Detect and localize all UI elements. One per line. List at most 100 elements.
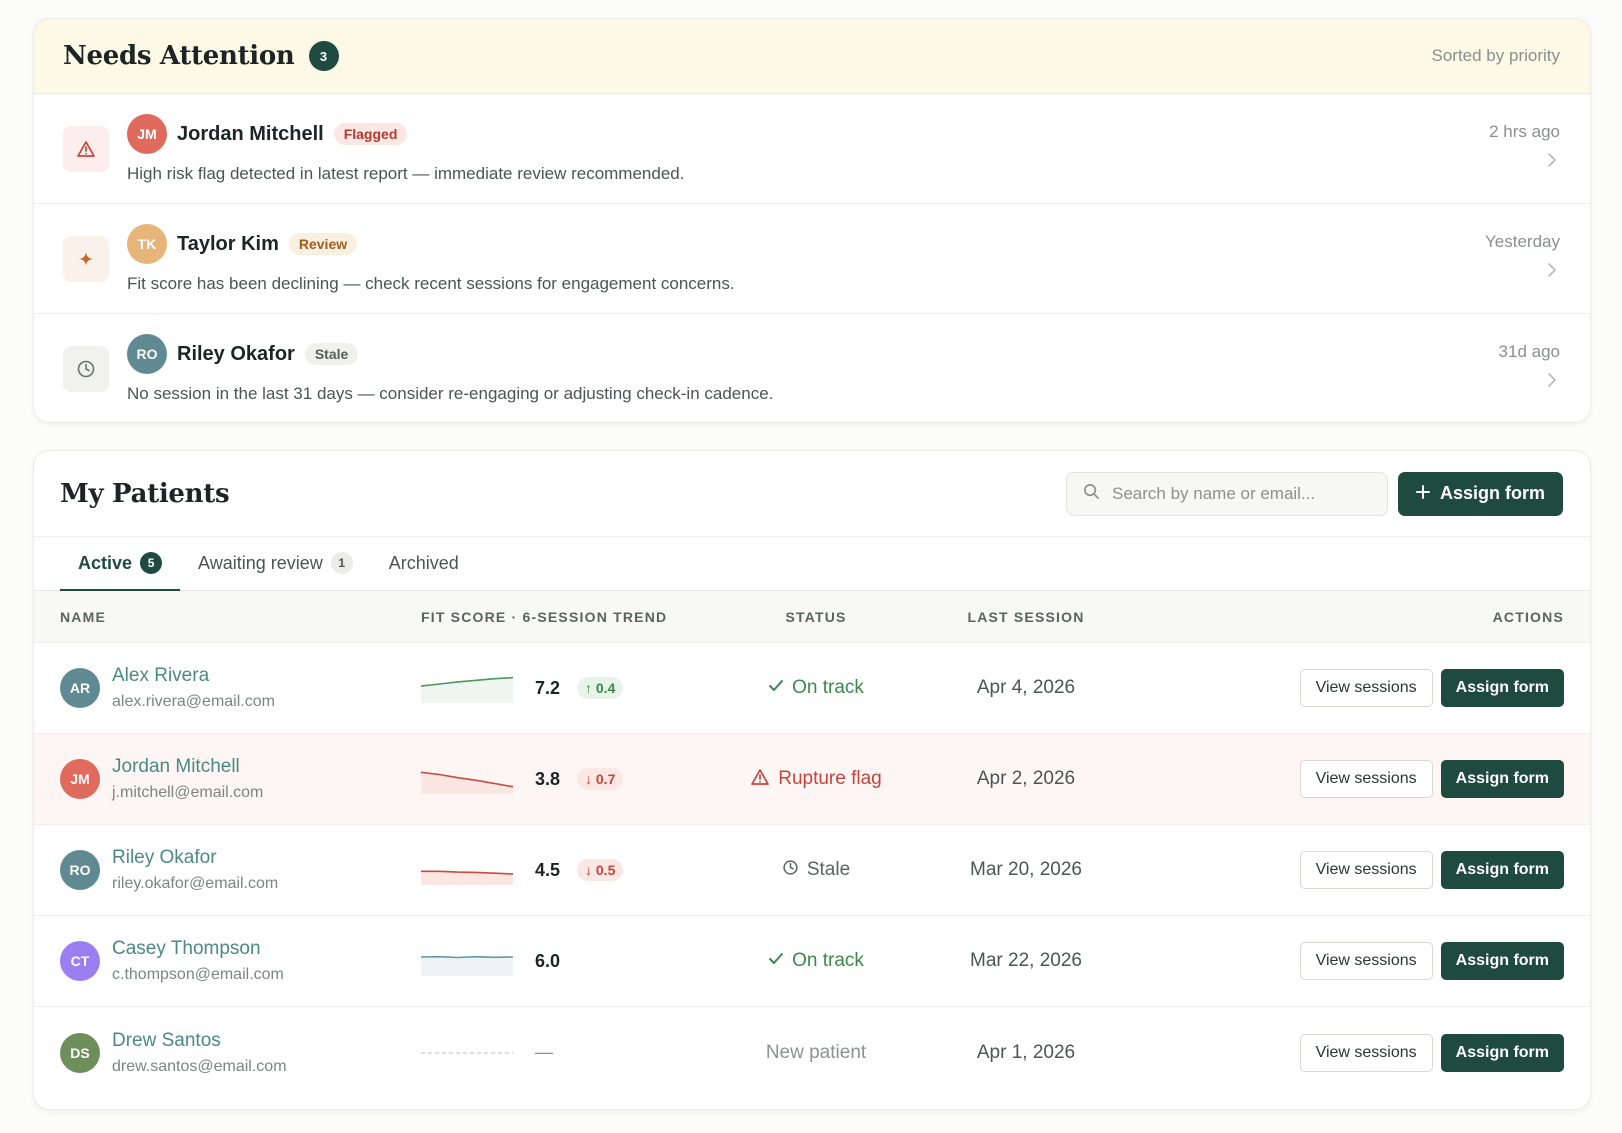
plus-icon xyxy=(1415,483,1430,504)
fit-score: 7.2 xyxy=(535,677,561,698)
column-header-fit-score: FIT SCORE · 6-SESSION TREND xyxy=(421,608,668,625)
attention-item[interactable]: JM Jordan Mitchell Flagged High risk fla… xyxy=(34,94,1590,204)
view-sessions-button[interactable]: View sessions xyxy=(1299,1033,1433,1072)
view-sessions-button[interactable]: View sessions xyxy=(1299,942,1433,980)
patient-name-link[interactable]: Alex Rivera xyxy=(112,665,210,686)
patient-email: c.thompson@email.com xyxy=(112,966,284,983)
avatar: RO xyxy=(60,850,100,890)
status-cell: On track xyxy=(731,950,901,972)
patient-name-link[interactable]: Drew Santos xyxy=(112,1029,221,1051)
attention-description: High risk flag detected in latest report… xyxy=(127,164,685,183)
assign-form-button[interactable]: Assign form xyxy=(1440,942,1564,980)
status-text: Rupture flag xyxy=(778,768,882,789)
needs-attention-header: Needs Attention 3 Sorted by priority xyxy=(34,19,1590,94)
assign-form-button[interactable]: Assign form xyxy=(1440,669,1564,707)
avatar: RO xyxy=(127,334,167,374)
patient-email: riley.okafor@email.com xyxy=(112,875,279,892)
tab-count-badge: 5 xyxy=(140,552,163,574)
attention-list: JM Jordan Mitchell Flagged High risk fla… xyxy=(34,94,1590,422)
trend-sparkline xyxy=(421,955,513,976)
avatar: DS xyxy=(60,1032,100,1073)
arrow-up-icon: ↑ xyxy=(585,680,592,696)
trend-delta-badge: ↑ 0.4 xyxy=(577,677,624,699)
sort-label: Sorted by priority xyxy=(1431,46,1561,65)
search-input[interactable] xyxy=(1111,483,1362,504)
column-header-name: NAME xyxy=(60,608,107,625)
needs-attention-title: Needs Attention xyxy=(63,41,295,71)
table-header: NAME FIT SCORE · 6-SESSION TREND STATUS … xyxy=(34,591,1590,643)
avatar: JM xyxy=(127,114,167,154)
assign-form-label: Assign form xyxy=(1439,483,1545,503)
last-session-date: Mar 22, 2026 xyxy=(970,950,1082,971)
trend-sparkline xyxy=(421,870,513,885)
last-session-date: Apr 4, 2026 xyxy=(976,677,1076,698)
view-sessions-button[interactable]: View sessions xyxy=(1299,669,1433,707)
table-row: RO Riley Okafor riley.okafor@email.com 4… xyxy=(34,825,1590,916)
attention-description: Fit score has been declining — check rec… xyxy=(127,274,735,293)
assign-form-button[interactable]: Assign form xyxy=(1440,760,1564,798)
avatar: CT xyxy=(60,941,100,981)
tab-awaiting-review[interactable]: Awaiting review 1 xyxy=(180,536,371,590)
assign-form-button[interactable]: Assign form xyxy=(1440,851,1564,889)
needs-attention-panel: Needs Attention 3 Sorted by priority JM … xyxy=(33,18,1591,423)
avatar: JM xyxy=(60,759,100,799)
fit-score: 3.8 xyxy=(535,768,561,789)
tab-active[interactable]: Active 5 xyxy=(60,536,181,591)
last-session-date: Apr 2, 2026 xyxy=(976,768,1076,789)
clock-icon xyxy=(63,346,109,392)
attention-item[interactable]: RO Riley Okafor Stale No session in the … xyxy=(34,314,1590,422)
attention-description: No session in the last 31 days — conside… xyxy=(127,384,774,403)
trend-sparkline xyxy=(421,676,513,703)
attention-patient-name: Taylor Kim xyxy=(177,232,279,255)
patient-name-link[interactable]: Riley Okafor xyxy=(112,847,217,868)
column-header-status: STATUS xyxy=(785,608,847,625)
column-header-actions: ACTIONS xyxy=(1492,608,1564,625)
patient-name-link[interactable]: Jordan Mitchell xyxy=(112,756,240,777)
table-row: DS Drew Santos drew.santos@email.com — N… xyxy=(34,1007,1590,1098)
chevron-right-icon[interactable] xyxy=(1547,152,1557,173)
patient-email: j.mitchell@email.com xyxy=(112,784,264,801)
last-session-date: Apr 1, 2026 xyxy=(976,1041,1076,1063)
my-patients-panel: My Patients Assign form Active 5 Awaiting … xyxy=(33,450,1591,1110)
status-badge: Review xyxy=(288,233,358,255)
tab-archived[interactable]: Archived xyxy=(371,536,477,590)
table-row: JM Jordan Mitchell j.mitchell@email.com … xyxy=(34,734,1590,825)
trend-sparkline xyxy=(421,771,513,794)
tab-label: Archived xyxy=(388,552,459,573)
fit-score: — xyxy=(535,1042,553,1062)
status-text: On track xyxy=(792,677,864,698)
avatar: AR xyxy=(60,668,100,708)
table-row: CT Casey Thompson c.thompson@email.com 6… xyxy=(34,916,1590,1007)
sparkle-icon xyxy=(63,236,109,282)
arrow-down-icon: ↓ xyxy=(585,771,592,787)
table-row: AR Alex Rivera alex.rivera@email.com 7.2… xyxy=(34,643,1590,734)
search-icon xyxy=(1083,483,1100,505)
patient-tabs: Active 5 Awaiting review 1 Archived xyxy=(34,537,1590,591)
attention-time: 2 hrs ago xyxy=(1489,122,1560,141)
attention-item[interactable]: TK Taylor Kim Review Fit score has been … xyxy=(34,204,1590,314)
view-sessions-button[interactable]: View sessions xyxy=(1299,851,1433,889)
patient-name-link[interactable]: Casey Thompson xyxy=(112,938,261,959)
attention-time: Yesterday xyxy=(1485,232,1560,251)
chevron-right-icon[interactable] xyxy=(1547,262,1557,283)
status-cell: On track xyxy=(731,677,901,699)
status-cell: Stale xyxy=(731,859,901,881)
assign-form-button[interactable]: Assign form xyxy=(1397,471,1563,516)
attention-patient-name: Riley Okafor xyxy=(177,342,295,365)
column-header-last-session: LAST SESSION xyxy=(967,608,1085,625)
status-badge: Stale xyxy=(304,343,359,365)
patient-email: drew.santos@email.com xyxy=(112,1057,287,1075)
status-cell: Rupture flag xyxy=(731,767,901,792)
clock-icon xyxy=(782,859,799,881)
assign-form-button[interactable]: Assign form xyxy=(1440,1033,1564,1072)
fit-score: 6.0 xyxy=(535,950,561,971)
view-sessions-button[interactable]: View sessions xyxy=(1299,760,1433,798)
status-cell: New patient xyxy=(731,1042,901,1064)
status-badge: Flagged xyxy=(333,123,408,145)
last-session-date: Mar 20, 2026 xyxy=(970,859,1082,880)
fit-score: 4.5 xyxy=(535,859,561,880)
patients-table-body: AR Alex Rivera alex.rivera@email.com 7.2… xyxy=(34,643,1590,1098)
chevron-right-icon[interactable] xyxy=(1547,372,1557,393)
search-box[interactable] xyxy=(1065,471,1388,516)
patient-email: alex.rivera@email.com xyxy=(112,693,275,710)
